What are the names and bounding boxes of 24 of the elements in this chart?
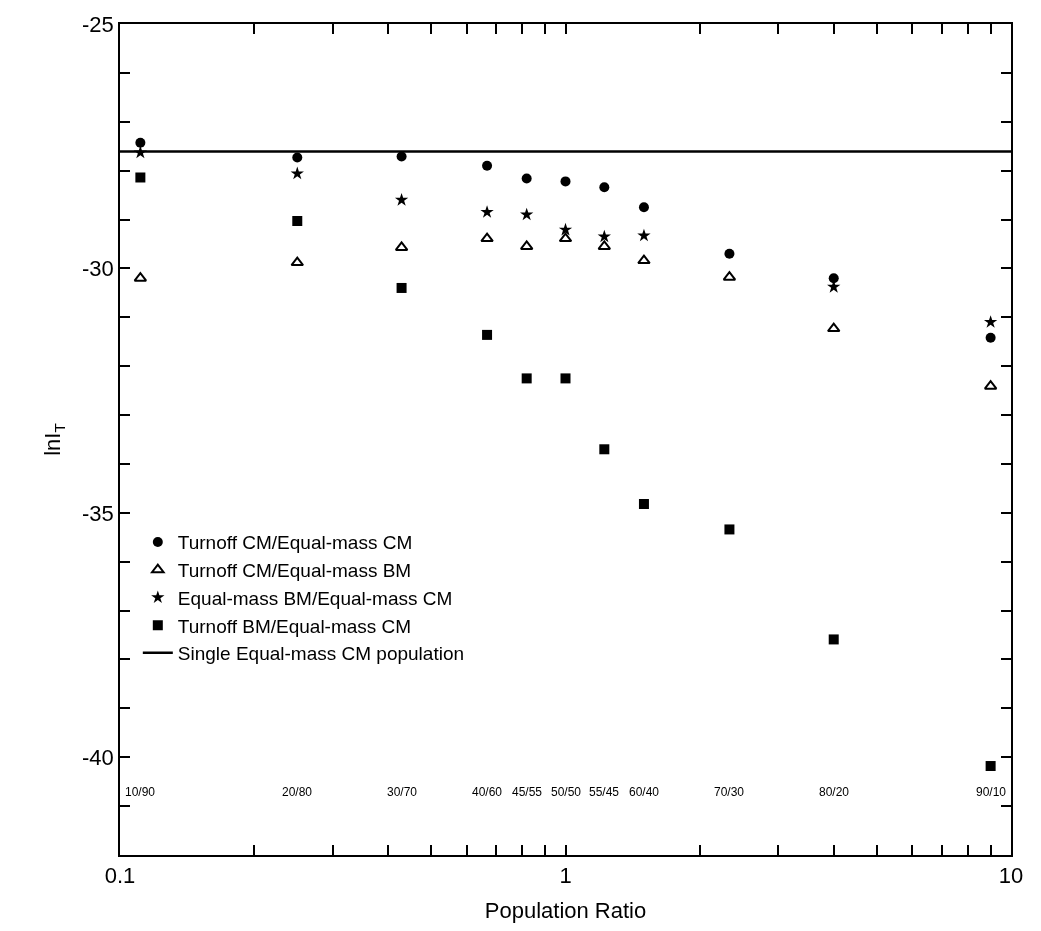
annotation: 55/45: [589, 785, 620, 799]
y-tick-label: -35: [82, 500, 114, 526]
x-tick-label: 0.1: [104, 863, 136, 889]
x-tick-label: 1: [559, 863, 572, 889]
annotation: 50/50: [551, 785, 582, 799]
y-tick-label: -25: [82, 11, 114, 37]
annotation: 40/60: [472, 785, 503, 799]
legend-label: Single Equal-mass CM population: [177, 643, 465, 665]
annotation: 45/55: [512, 785, 543, 799]
annotation: 30/70: [387, 785, 418, 799]
legend-label: Turnoff CM/Equal-mass BM: [177, 560, 412, 582]
legend-label: Equal-mass BM/Equal-mass CM: [177, 587, 453, 609]
annotation: 70/30: [714, 785, 745, 799]
y-tick-label: -40: [82, 744, 114, 770]
legend-label: Turnoff CM/Equal-mass CM: [177, 532, 413, 554]
annotation: 10/90: [125, 785, 156, 799]
x-tick-label: 10: [998, 863, 1024, 889]
y-tick-label: -30: [82, 256, 114, 282]
annotation: 60/40: [629, 785, 660, 799]
legend-label: Turnoff BM/Equal-mass CM: [177, 615, 412, 637]
x-axis-title: Population Ratio: [484, 897, 647, 923]
annotation: 80/20: [819, 785, 850, 799]
annotation: 90/10: [976, 785, 1007, 799]
annotation: 20/80: [282, 785, 313, 799]
